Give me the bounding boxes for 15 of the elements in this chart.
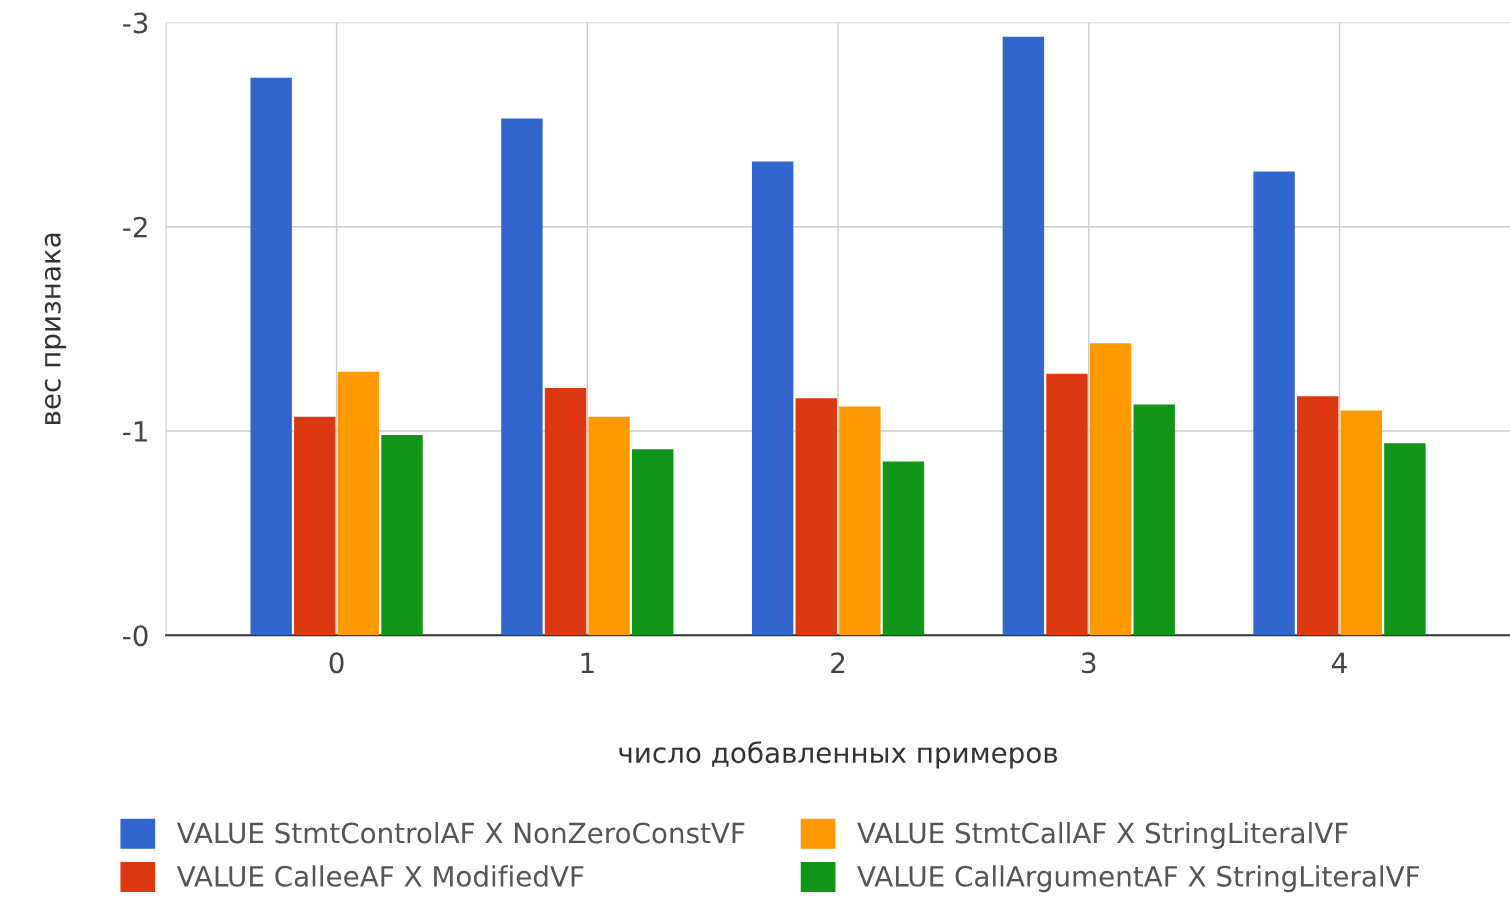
y-tick-label: -0 [123,625,148,647]
x-tick-label: 2 [831,652,845,673]
y-tick-label: -1 [123,421,147,442]
legend-label: VALUE CallArgumentAF X StringLiteralVF [857,865,1419,893]
x-tick-label: 1 [581,652,594,673]
legend-label: VALUE StmtCallAF X StringLiteralVF [857,822,1348,849]
legend-label: VALUE StmtControlAF X NonZeroConstVF [176,822,745,844]
x-axis-title: число добавленных примеров [619,741,1058,769]
y-tick-label: -2 [123,216,147,238]
x-tick-label: 3 [1082,652,1096,674]
legend-label: VALUE CalleeAF X ModifiedVF [176,865,584,887]
x-tick-label: 4 [1332,652,1347,673]
x-tick-label: 0 [329,652,344,674]
y-tick-label: -3 [123,12,148,34]
y-axis-title: вес признака [44,233,67,424]
